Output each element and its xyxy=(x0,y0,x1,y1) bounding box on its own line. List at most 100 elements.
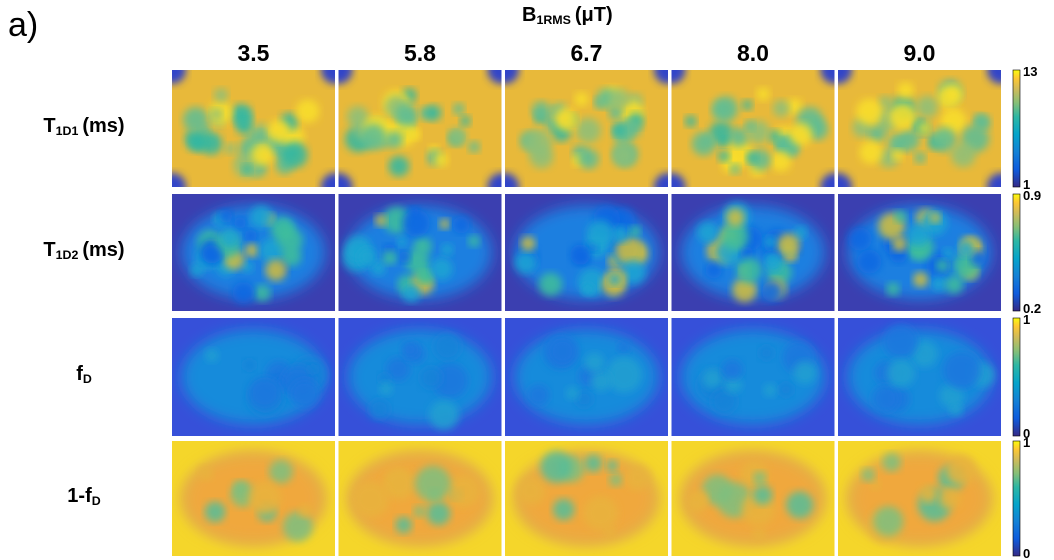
text-part: 1 xyxy=(1023,435,1031,450)
map-texture xyxy=(718,150,730,162)
map-image xyxy=(505,194,668,311)
map-texture xyxy=(398,251,411,264)
map-texture xyxy=(612,225,629,243)
map-texture xyxy=(772,99,790,117)
map-texture xyxy=(251,143,274,166)
map-texture xyxy=(358,247,378,268)
map-texture xyxy=(606,460,618,472)
map-texture xyxy=(976,115,991,130)
map-texture xyxy=(352,481,389,518)
text-part: (μT) xyxy=(574,4,613,26)
map-texture xyxy=(369,398,390,420)
text-part: 1D1 xyxy=(55,123,79,138)
map-image xyxy=(338,318,502,436)
map-image xyxy=(505,441,668,556)
map-texture xyxy=(233,481,247,495)
column-header: 5.8 xyxy=(339,40,502,67)
colorbar-min-label: 1 xyxy=(1023,177,1030,192)
map-corner xyxy=(820,173,835,187)
map-texture xyxy=(605,356,642,393)
map-texture xyxy=(374,214,387,227)
map-image xyxy=(338,194,502,311)
map-texture xyxy=(711,388,737,415)
map-texture xyxy=(878,95,892,110)
map-corner xyxy=(505,173,519,187)
map-texture xyxy=(434,152,449,167)
column-header: 8.0 xyxy=(672,40,835,67)
map-texture xyxy=(705,261,722,279)
map-texture xyxy=(686,493,706,514)
colorbar-min-label: 0 xyxy=(1023,546,1030,560)
colorbar-min-label: 0 xyxy=(1023,426,1030,441)
map-texture xyxy=(894,210,907,223)
map-texture xyxy=(942,248,954,259)
map-texture xyxy=(259,237,285,263)
map-texture xyxy=(936,259,949,272)
map-texture xyxy=(243,359,256,371)
map-texture xyxy=(759,345,774,361)
map-texture xyxy=(752,471,767,485)
map-texture xyxy=(241,164,252,175)
map-texture xyxy=(939,487,961,510)
map-texture xyxy=(609,88,630,109)
text-part: B xyxy=(522,4,537,26)
map-texture xyxy=(622,260,646,284)
map-texture xyxy=(604,526,616,538)
map-texture xyxy=(244,229,257,242)
map-image xyxy=(838,441,1001,556)
map-texture xyxy=(882,453,901,472)
map-texture xyxy=(202,245,222,264)
text-part: 1D2 xyxy=(55,247,79,262)
map-corner xyxy=(338,173,353,187)
map-texture xyxy=(468,235,480,248)
map-texture xyxy=(949,402,963,416)
map-texture xyxy=(468,141,480,153)
map-texture xyxy=(295,99,320,123)
map-texture xyxy=(761,281,783,302)
map-texture xyxy=(548,337,577,365)
map-corner xyxy=(838,70,852,84)
map-texture xyxy=(234,217,246,229)
map-texture xyxy=(886,359,915,388)
text-part: 8.0 xyxy=(737,40,769,66)
map-texture xyxy=(939,383,965,409)
map-texture xyxy=(907,223,930,247)
map-texture xyxy=(402,209,430,237)
map-corner xyxy=(321,173,335,187)
map-image xyxy=(172,318,335,436)
map-texture xyxy=(892,236,907,252)
map-corner xyxy=(321,70,335,84)
map-texture xyxy=(615,237,643,265)
map-texture xyxy=(608,273,621,286)
map-texture xyxy=(940,108,967,135)
map-image xyxy=(838,70,1001,187)
map-texture xyxy=(538,272,563,297)
map-texture xyxy=(190,263,204,277)
map-texture xyxy=(452,216,470,234)
map-texture xyxy=(396,236,408,247)
map-texture xyxy=(426,501,451,526)
map-texture xyxy=(724,375,742,394)
map-texture xyxy=(439,218,450,230)
map-texture xyxy=(873,506,904,537)
map-texture xyxy=(740,246,754,260)
map-texture xyxy=(916,95,939,118)
colorbar-max-label: 1 xyxy=(1023,435,1030,450)
map-texture xyxy=(277,227,303,253)
map-texture xyxy=(414,465,451,502)
map-texture xyxy=(429,400,459,430)
map-texture xyxy=(793,360,817,385)
map-image xyxy=(838,318,1001,436)
text-part: 0 xyxy=(1023,426,1031,441)
map-texture xyxy=(625,464,651,491)
map-texture xyxy=(213,88,229,103)
row-label: T1D2 (ms) xyxy=(0,239,168,262)
map-texture xyxy=(586,220,614,248)
text-part: 0.2 xyxy=(1023,301,1042,316)
map-texture xyxy=(575,117,601,144)
map-texture xyxy=(736,257,762,283)
map-texture xyxy=(378,372,391,385)
map-texture xyxy=(930,212,941,224)
map-texture xyxy=(756,87,771,101)
